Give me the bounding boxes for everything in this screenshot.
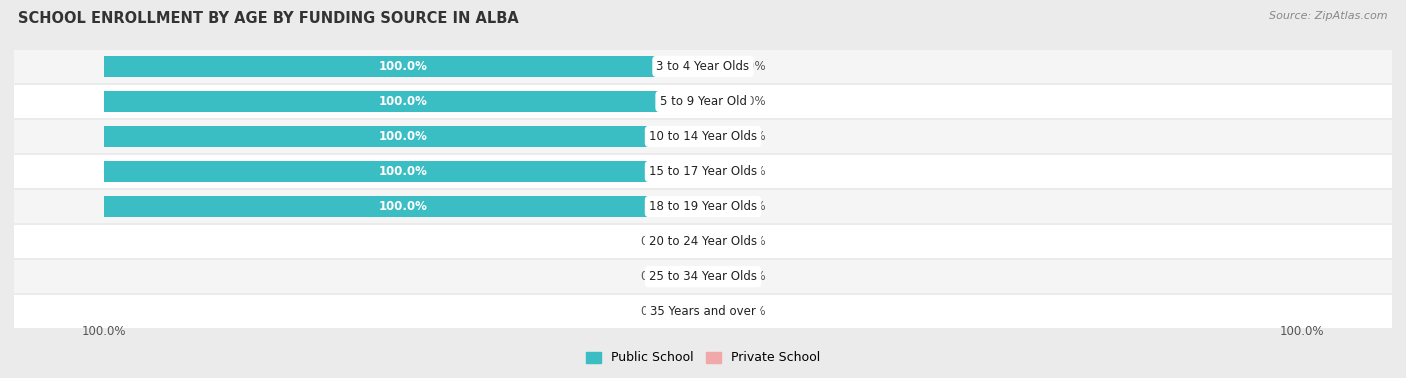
Legend: Public School, Private School: Public School, Private School [581,347,825,369]
Text: 5 to 9 Year Old: 5 to 9 Year Old [659,95,747,108]
Text: 0.0%: 0.0% [735,95,766,108]
Text: 0.0%: 0.0% [735,60,766,73]
Text: 0.0%: 0.0% [640,270,671,283]
Text: 100.0%: 100.0% [1279,325,1324,338]
Bar [703,196,727,217]
FancyBboxPatch shape [14,50,1392,83]
Bar [703,266,727,287]
FancyBboxPatch shape [14,190,1392,223]
Text: 20 to 24 Year Olds: 20 to 24 Year Olds [650,235,756,248]
FancyBboxPatch shape [14,85,1392,118]
Bar [703,301,727,322]
Text: 100.0%: 100.0% [380,95,427,108]
Text: 100.0%: 100.0% [380,165,427,178]
Text: 25 to 34 Year Olds: 25 to 34 Year Olds [650,270,756,283]
Bar [679,301,703,322]
Text: 100.0%: 100.0% [380,60,427,73]
Text: Source: ZipAtlas.com: Source: ZipAtlas.com [1270,11,1388,21]
Text: 0.0%: 0.0% [735,165,766,178]
Text: 100.0%: 100.0% [82,325,127,338]
Bar [679,231,703,253]
Text: 100.0%: 100.0% [380,130,427,143]
Text: 35 Years and over: 35 Years and over [650,305,756,318]
Bar [703,125,727,147]
Bar [703,231,727,253]
Bar [104,91,703,112]
Bar [679,266,703,287]
Bar [104,161,703,182]
FancyBboxPatch shape [14,155,1392,188]
Text: 0.0%: 0.0% [640,235,671,248]
FancyBboxPatch shape [14,225,1392,258]
Text: 0.0%: 0.0% [735,200,766,213]
Text: 0.0%: 0.0% [735,235,766,248]
Text: 100.0%: 100.0% [380,200,427,213]
Text: 10 to 14 Year Olds: 10 to 14 Year Olds [650,130,756,143]
Text: 3 to 4 Year Olds: 3 to 4 Year Olds [657,60,749,73]
Text: 18 to 19 Year Olds: 18 to 19 Year Olds [650,200,756,213]
Text: 0.0%: 0.0% [640,305,671,318]
Text: 0.0%: 0.0% [735,270,766,283]
FancyBboxPatch shape [14,295,1392,328]
FancyBboxPatch shape [14,260,1392,293]
Text: 0.0%: 0.0% [735,130,766,143]
Bar [104,56,703,77]
Bar [703,56,727,77]
FancyBboxPatch shape [14,120,1392,153]
Text: 15 to 17 Year Olds: 15 to 17 Year Olds [650,165,756,178]
Bar [104,196,703,217]
Text: SCHOOL ENROLLMENT BY AGE BY FUNDING SOURCE IN ALBA: SCHOOL ENROLLMENT BY AGE BY FUNDING SOUR… [18,11,519,26]
Bar [703,91,727,112]
Bar [104,125,703,147]
Text: 0.0%: 0.0% [735,305,766,318]
Bar [703,161,727,182]
